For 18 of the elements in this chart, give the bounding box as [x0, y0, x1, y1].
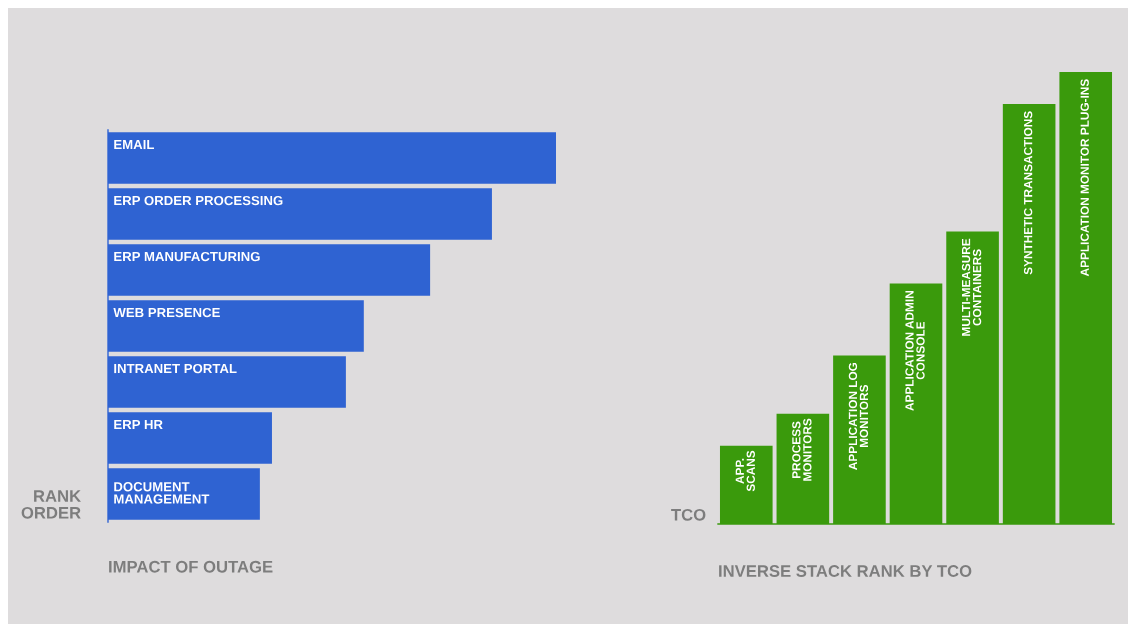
x-tick-label: APP. SCANS — [735, 450, 755, 492]
x-tick-label: MULTI-MEASURE CONTAINERS — [961, 238, 982, 336]
x-axis-title: IMPACT OF OUTAGE — [109, 560, 273, 573]
y-axis-title: TCO — [671, 508, 706, 521]
y-tick-label: DOCUMENT MANAGEMENT — [114, 482, 210, 504]
x-tick-label: SYNTHETIC TRANSACTIONS — [1023, 111, 1033, 275]
x-tick-label: APPLICATION LOG MONITORS — [848, 362, 869, 470]
x-tick-label: APPLICATION MONITOR PLUG-INS — [1080, 79, 1089, 277]
y-tick-label: ERP ORDER PROCESSING — [114, 195, 283, 206]
x-axis-title: INVERSE STACK RANK BY TCO — [719, 565, 972, 577]
y-tick-label: ERP HR — [114, 420, 163, 430]
y-axis-title: RANK ORDER — [21, 490, 81, 519]
y-tick-label: ERP MANUFACTURING — [114, 251, 260, 262]
y-tick-label: INTRANET PORTAL — [114, 363, 237, 374]
y-tick-label: EMAIL — [114, 140, 155, 150]
x-tick-label: APPLICATION ADMIN CONSOLE — [905, 291, 925, 411]
y-tick-label: WEB PRESENCE — [113, 307, 220, 318]
x-tick-label: PROCESS MONITORS — [792, 418, 812, 481]
